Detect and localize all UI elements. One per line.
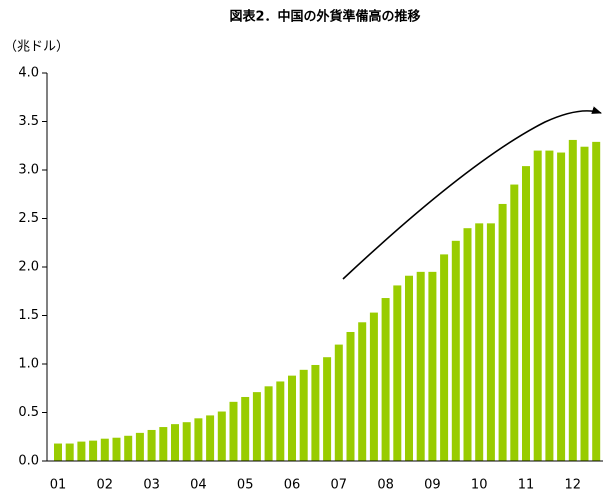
bar [428, 271, 437, 461]
bar [288, 375, 296, 461]
bar [334, 344, 343, 461]
chart-title: 図表2．中国の外貨準備高の推移 [229, 9, 420, 25]
bar [346, 331, 355, 461]
bar [147, 429, 156, 461]
y-tick-label: 2.0 [18, 260, 39, 275]
bar [580, 146, 589, 461]
bar [475, 223, 484, 461]
x-tick-label: 06 [284, 478, 301, 493]
bar [54, 443, 62, 461]
bar [171, 424, 179, 461]
bar [182, 422, 191, 461]
bar [451, 240, 460, 461]
bar [568, 139, 577, 461]
bar [405, 275, 413, 461]
bar [65, 443, 74, 461]
bar [557, 152, 566, 462]
bar [229, 401, 238, 461]
x-tick-label: 02 [97, 478, 114, 493]
bar [241, 396, 250, 461]
bar [264, 386, 273, 461]
bar [592, 141, 601, 461]
y-tick-label: 1.5 [18, 308, 39, 323]
trend-arrow [342, 106, 602, 280]
x-tick-label: 11 [518, 478, 535, 493]
bar [358, 322, 367, 461]
bar [533, 150, 542, 461]
bar [393, 285, 402, 461]
x-tick-label: 01 [50, 478, 67, 493]
bar [276, 381, 285, 461]
x-tick-label: 08 [377, 478, 394, 493]
y-axis-label: （兆ドル） [4, 40, 69, 55]
bar [463, 228, 472, 461]
x-tick-label: 10 [471, 478, 488, 493]
y-tick-label: 3.0 [18, 163, 39, 178]
bar [323, 357, 332, 461]
y-tick-label: 1.0 [18, 357, 39, 372]
bar [440, 254, 449, 461]
y-tick-label: 0.0 [18, 454, 39, 469]
bar [124, 435, 133, 461]
bar [77, 441, 86, 461]
bar [89, 440, 98, 461]
x-tick-label: 05 [237, 478, 254, 493]
bar [311, 364, 320, 461]
x-tick-label: 09 [424, 478, 441, 493]
bar [252, 392, 261, 461]
bar [217, 411, 226, 461]
bar [486, 223, 495, 461]
y-tick-label: 2.5 [18, 211, 39, 226]
bar [416, 271, 425, 461]
x-tick-label: 07 [331, 478, 348, 493]
y-tick-label: 4.0 [18, 66, 39, 81]
bar [159, 427, 168, 461]
bar [510, 184, 519, 462]
bar [545, 150, 554, 461]
bar [112, 437, 121, 461]
x-tick-label: 03 [143, 478, 160, 493]
bar [369, 312, 378, 461]
y-tick-label: 0.5 [18, 405, 39, 420]
bar [206, 415, 215, 461]
bar [498, 203, 507, 461]
y-tick-label: 3.5 [18, 114, 39, 129]
bar [299, 369, 308, 461]
bar [522, 166, 530, 461]
bar [381, 298, 390, 461]
x-tick-label: 04 [190, 478, 207, 493]
bar [194, 418, 203, 461]
bar [135, 432, 144, 461]
bar [100, 438, 109, 461]
x-tick-label: 12 [565, 478, 582, 493]
